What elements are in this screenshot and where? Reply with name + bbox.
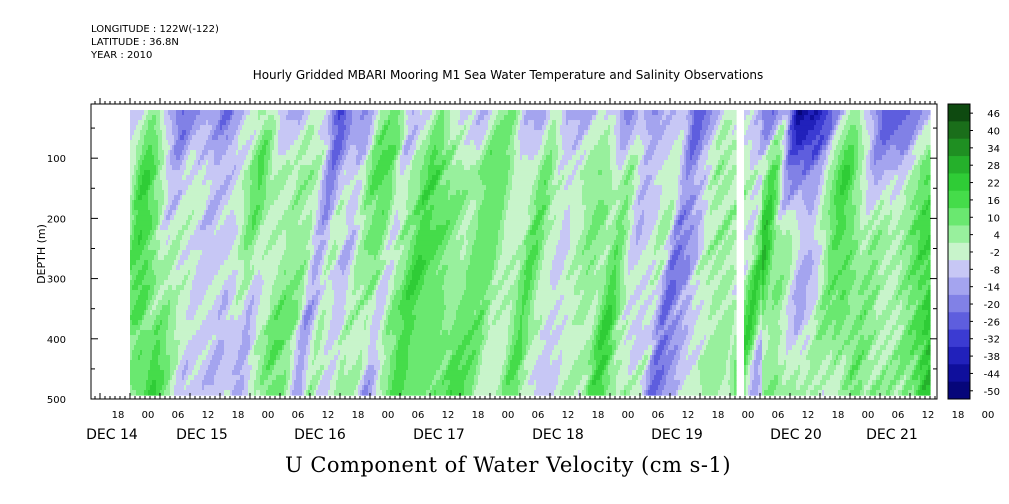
x-day-label: DEC 20	[770, 427, 822, 443]
x-hour-label: 06	[292, 410, 305, 421]
colorbar-swatch	[948, 312, 970, 331]
colorbar-label: 46	[987, 109, 1000, 120]
x-hour-label: 18	[112, 410, 125, 421]
plot-frame	[90, 103, 938, 400]
x-hour-label: 06	[532, 410, 545, 421]
x-day-label: DEC 15	[176, 427, 228, 443]
colorbar-label: 16	[987, 196, 1000, 207]
y-tick-label: 200	[47, 214, 66, 225]
x-hour-label: 18	[472, 410, 485, 421]
x-hour-label: 12	[802, 410, 815, 421]
x-hour-label: 00	[502, 410, 515, 421]
colorbar-label: -8	[990, 265, 1000, 276]
colorbar-label: -20	[984, 300, 1000, 311]
x-day-label: DEC 19	[651, 427, 703, 443]
x-axis-title: U Component of Water Velocity (cm s-1)	[0, 453, 1009, 477]
colorbar-swatch	[948, 156, 970, 174]
colorbar-label: -50	[984, 387, 1000, 398]
y-tick-label: 300	[47, 275, 66, 286]
chart-title: Hourly Gridded MBARI Mooring M1 Sea Wate…	[0, 68, 1009, 82]
colorbar-label: -32	[984, 335, 1000, 346]
colorbar-label: 34	[987, 144, 1000, 155]
x-day-label: DEC 14	[86, 427, 138, 443]
colorbar-swatch	[948, 242, 970, 261]
colorbar-swatch	[948, 329, 970, 348]
colorbar-label: 28	[987, 161, 1000, 172]
colorbar-swatch	[948, 121, 970, 140]
x-hour-label: 12	[922, 410, 935, 421]
colorbar-swatch	[948, 346, 970, 365]
y-tick-label: 100	[47, 154, 66, 165]
y-tick-label: 400	[47, 335, 66, 346]
x-hour-label: 06	[772, 410, 785, 421]
x-day-label: DEC 16	[294, 427, 346, 443]
x-hour-label: 00	[982, 410, 995, 421]
year-label: YEAR : 2010	[91, 50, 152, 62]
colorbar-swatch	[948, 104, 970, 122]
colorbar-label: 10	[987, 213, 1000, 224]
colorbar-label: -38	[984, 352, 1000, 363]
colorbar-swatch	[948, 381, 970, 400]
x-hour-label: 00	[382, 410, 395, 421]
x-hour-label: 06	[172, 410, 185, 421]
x-day-label: DEC 17	[413, 427, 465, 443]
colorbar-swatch	[948, 277, 970, 296]
colorbar: 46 40 34 28 22 16 10 4 -2 -8 -14 -20 -26 -32 -38 -44 -50	[947, 103, 1000, 400]
colorbar-swatch	[948, 173, 970, 192]
x-hour-label: 06	[412, 410, 425, 421]
x-day-label: DEC 18	[532, 427, 584, 443]
plot-axes: 100 200 300 400 500 DEPTH (m) 18 00 06 12 18 00 06 12…	[35, 98, 995, 443]
x-hour-label: 00	[742, 410, 755, 421]
x-hour-label: 18	[232, 410, 245, 421]
colorbar-label: 40	[987, 127, 1000, 138]
colorbar-swatch	[948, 294, 970, 313]
x-hour-label: 18	[592, 410, 605, 421]
colorbar-swatch	[948, 225, 970, 244]
x-hour-label: 12	[202, 410, 215, 421]
x-hour-label: 00	[622, 410, 635, 421]
x-hour-label: 18	[352, 410, 365, 421]
x-day-label: DEC 21	[866, 427, 918, 443]
x-hour-label: 06	[892, 410, 905, 421]
colorbar-label: 4	[994, 231, 1000, 242]
latitude-label: LATITUDE : 36.8N	[91, 37, 179, 49]
x-hour-label: 06	[652, 410, 665, 421]
colorbar-swatch	[948, 260, 970, 279]
x-hour-label: 12	[442, 410, 455, 421]
colorbar-swatch	[948, 208, 970, 226]
x-hour-label: 00	[142, 410, 155, 421]
y-tick-label: 500	[47, 395, 66, 406]
colorbar-label: -26	[984, 317, 1000, 328]
longitude-label: LONGITUDE : 122W(-122)	[91, 24, 219, 36]
y-axis-title: DEPTH (m)	[35, 224, 48, 284]
x-hour-label: 18	[952, 410, 965, 421]
x-hour-label: 12	[682, 410, 695, 421]
colorbar-label: 22	[987, 179, 1000, 190]
x-hour-label: 12	[322, 410, 335, 421]
x-hour-label: 00	[262, 410, 275, 421]
x-hour-label: 18	[712, 410, 725, 421]
heatmap-field	[130, 110, 931, 396]
colorbar-swatch	[948, 138, 970, 157]
x-hour-label: 18	[832, 410, 845, 421]
x-hour-label: 00	[862, 410, 875, 421]
colorbar-label: -2	[990, 248, 1000, 259]
x-hour-label: 12	[562, 410, 575, 421]
colorbar-swatch	[948, 364, 970, 383]
colorbar-label: -44	[984, 369, 1000, 380]
colorbar-swatch	[948, 190, 970, 209]
colorbar-label: -14	[984, 283, 1000, 294]
